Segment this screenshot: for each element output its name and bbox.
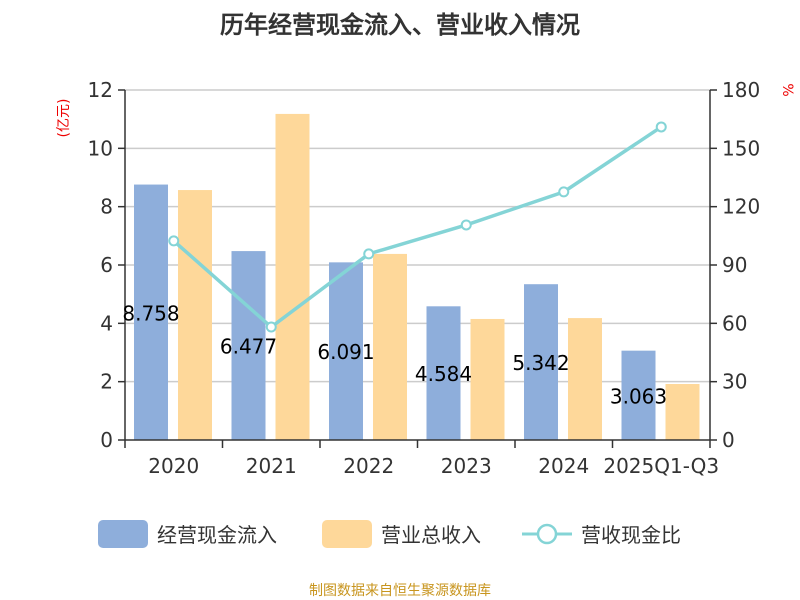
bar-total-revenue bbox=[568, 318, 602, 440]
bar-data-label: 4.584 bbox=[415, 362, 472, 386]
line-point bbox=[265, 321, 277, 333]
x-tick-label: 2020 bbox=[148, 454, 199, 478]
left-axis-label: (亿元) bbox=[56, 99, 72, 138]
bar-total-revenue bbox=[665, 384, 700, 440]
x-tick-label: 2025Q1-Q3 bbox=[603, 454, 719, 478]
legend-swatch-cash-inflow bbox=[98, 520, 148, 548]
x-tick-label: 2021 bbox=[246, 454, 297, 478]
bar-cash-inflow bbox=[621, 350, 656, 440]
bar-data-label: 8.758 bbox=[122, 301, 179, 325]
right-tick-label: 30 bbox=[722, 370, 747, 394]
bar-cash-inflow bbox=[524, 284, 558, 440]
bar-total-revenue bbox=[470, 318, 505, 440]
bar-data-label: 5.342 bbox=[512, 351, 569, 375]
right-tick-label: 150 bbox=[722, 136, 760, 160]
chart-title: 历年经营现金流入、营业收入情况 bbox=[220, 11, 580, 39]
legend-marker-ratio bbox=[536, 523, 558, 545]
line-point bbox=[363, 248, 375, 260]
right-tick-label: 90 bbox=[722, 253, 747, 277]
bar-data-label: 6.477 bbox=[220, 335, 277, 359]
right-axis-label: % bbox=[779, 83, 795, 96]
bar-cash-inflow bbox=[134, 184, 168, 440]
bar-data-label: 3.063 bbox=[610, 384, 667, 408]
left-tick-label: 12 bbox=[88, 78, 113, 102]
bar-cash-inflow bbox=[231, 251, 266, 440]
right-tick-label: 0 bbox=[722, 428, 735, 452]
left-tick-label: 8 bbox=[100, 195, 113, 219]
right-tick-label: 120 bbox=[722, 195, 760, 219]
x-tick-label: 2023 bbox=[441, 454, 492, 478]
bar-total-revenue bbox=[275, 113, 310, 441]
line-revenue-cash-ratio bbox=[172, 125, 663, 330]
left-tick-label: 6 bbox=[100, 253, 113, 277]
bar-total-revenue bbox=[373, 253, 407, 440]
left-tick-label: 0 bbox=[100, 428, 113, 452]
legend-label: 营业总收入 bbox=[381, 523, 481, 547]
left-tick-label: 4 bbox=[100, 311, 113, 335]
bar-cash-inflow bbox=[426, 306, 461, 440]
legend-swatch-total-revenue bbox=[322, 520, 372, 548]
right-tick-label: 60 bbox=[722, 311, 747, 335]
line-point bbox=[460, 219, 472, 231]
legend-label: 营收现金比 bbox=[581, 523, 681, 547]
left-tick-label: 10 bbox=[88, 136, 113, 160]
line-point bbox=[655, 121, 667, 133]
bar-total-revenue bbox=[178, 190, 212, 440]
left-tick-label: 2 bbox=[100, 370, 113, 394]
legend-label: 经营现金流入 bbox=[157, 523, 277, 547]
bar-data-label: 6.091 bbox=[317, 340, 374, 364]
x-tick-label: 2024 bbox=[538, 454, 589, 478]
line-point bbox=[168, 235, 180, 247]
x-tick-label: 2022 bbox=[343, 454, 394, 478]
line-point bbox=[558, 186, 570, 198]
right-tick-label: 180 bbox=[722, 78, 760, 102]
footer-source: 制图数据来自恒生聚源数据库 bbox=[309, 583, 491, 599]
bar-cash-inflow bbox=[329, 262, 363, 440]
